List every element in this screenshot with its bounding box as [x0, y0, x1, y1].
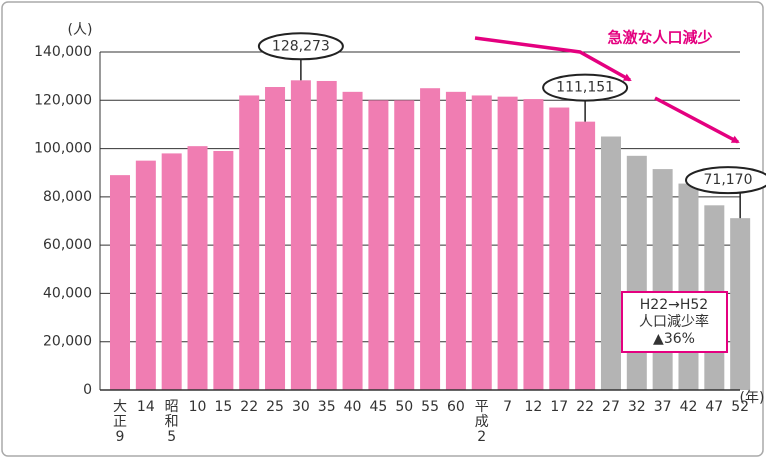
bar [730, 218, 751, 390]
x-tick-label: 22 [240, 399, 258, 415]
x-tick-label: 52 [731, 399, 749, 415]
value-label: 128,273 [272, 38, 330, 54]
x-tick-label: 32 [628, 399, 646, 415]
value-label: 111,151 [556, 80, 614, 96]
arrow [654, 96, 740, 144]
bar [420, 88, 441, 390]
bar [265, 87, 286, 390]
x-tick-label: 27 [602, 399, 620, 415]
bar [316, 80, 337, 390]
bar [110, 175, 130, 390]
bar [549, 107, 570, 391]
y-unit: (人) [68, 22, 93, 38]
x-tick-label: 30 [292, 399, 310, 415]
y-tick-label: 0 [83, 382, 92, 398]
note-box [621, 291, 728, 353]
x-tick-label: 17 [550, 399, 568, 415]
y-tick-label: 20,000 [43, 334, 92, 350]
bar [213, 150, 234, 390]
bar [678, 183, 699, 390]
x-tick-label: 22 [576, 399, 594, 415]
x-tick-label: 40 [344, 399, 362, 415]
bar [575, 121, 596, 391]
bar [368, 100, 389, 391]
x-tick-label: 大正 9 [113, 399, 127, 445]
x-unit: (年) [740, 390, 765, 406]
note-line: H22→H52 [640, 297, 708, 313]
bar [471, 95, 492, 390]
bar [161, 153, 182, 390]
annotation: 急激な人口減少 [607, 29, 712, 47]
value-label: 71,170 [704, 172, 753, 188]
x-tick-label: 50 [395, 399, 413, 415]
x-tick-label: 平成 2 [475, 399, 489, 445]
x-tick-label: 42 [680, 399, 698, 415]
y-tick-label: 100,000 [34, 141, 92, 157]
bar [187, 146, 208, 390]
bar [239, 95, 260, 390]
y-tick-label: 120,000 [34, 92, 92, 108]
bar [290, 80, 311, 391]
callout [685, 166, 766, 195]
bar [652, 169, 673, 390]
bar [394, 100, 415, 391]
x-tick-label: 45 [369, 399, 387, 415]
bar [497, 96, 518, 391]
y-tick-label: 60,000 [43, 237, 92, 253]
x-tick-label: 昭和 5 [165, 399, 179, 445]
arrow [474, 36, 632, 82]
note-line: ▲36% [653, 331, 695, 347]
y-tick-label: 40,000 [43, 285, 92, 301]
plot: 0 20,000 40,000 60,000 80,000 100,000 120,000 1… [34, 44, 751, 445]
x-tick-label: 60 [447, 399, 465, 415]
x-tick-label: 7 [503, 399, 512, 415]
x-tick-label: 12 [525, 399, 543, 415]
bar [135, 160, 156, 390]
bar [342, 91, 363, 390]
x-tick-label: 14 [137, 399, 155, 415]
y-tick-label: 140,000 [34, 44, 92, 60]
x-tick-label: 37 [654, 399, 672, 415]
callout [257, 32, 344, 61]
bar [600, 136, 621, 390]
note-line: 人口減少率 [639, 313, 709, 330]
x-tick-label: 55 [421, 399, 439, 415]
callout [542, 73, 629, 102]
bar [626, 155, 647, 390]
x-tick-label: 47 [705, 399, 723, 415]
x-tick-label: 15 [214, 399, 232, 415]
x-tick-label: 10 [189, 399, 207, 415]
bar [445, 91, 466, 390]
y-tick-label: 80,000 [43, 189, 92, 205]
bar [523, 99, 544, 390]
x-tick-label: 25 [266, 399, 284, 415]
x-tick-label: 35 [318, 399, 336, 415]
